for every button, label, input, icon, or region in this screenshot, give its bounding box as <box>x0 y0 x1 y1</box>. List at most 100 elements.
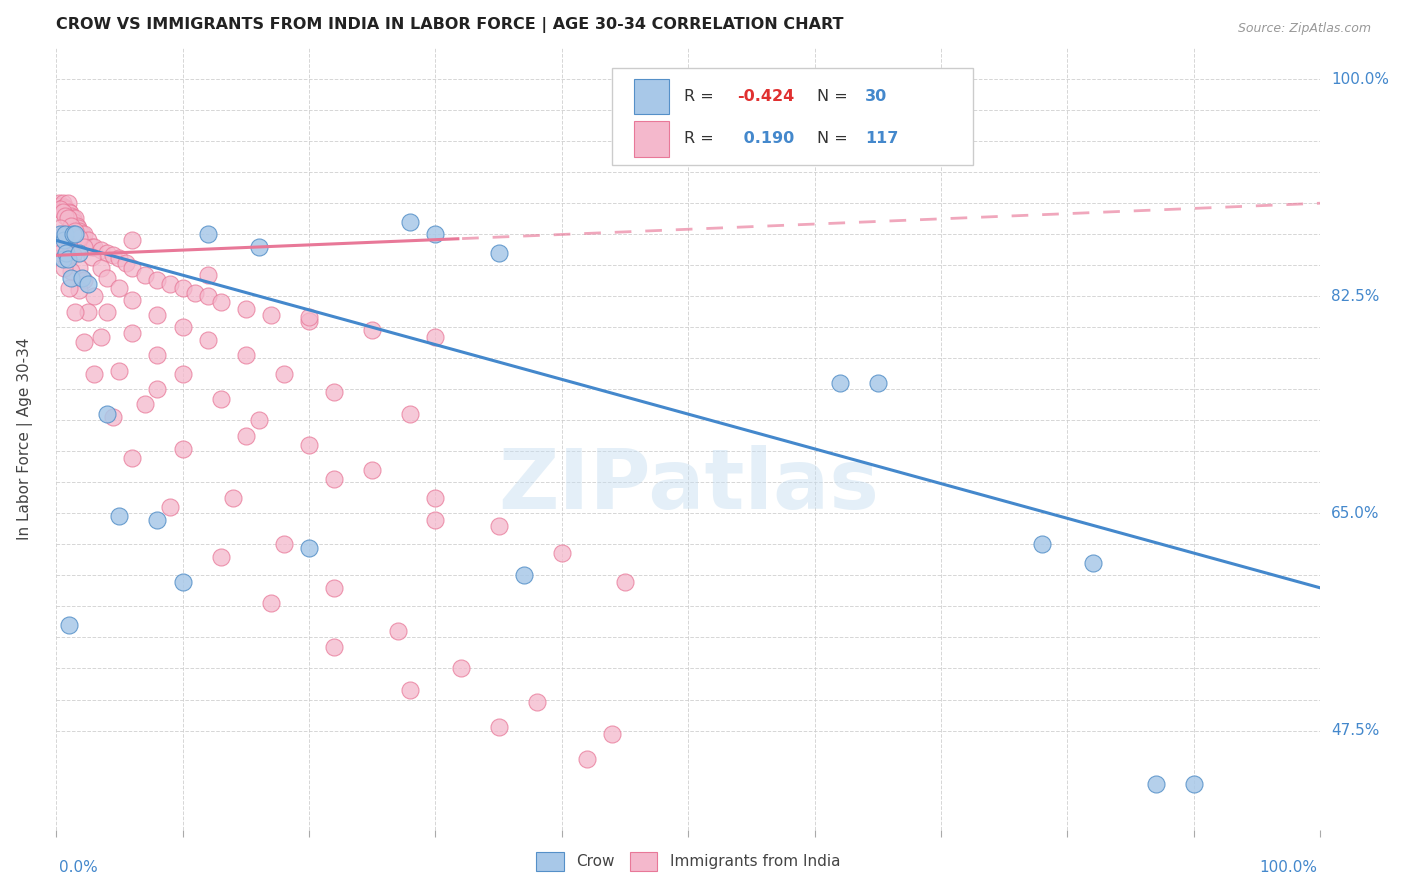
Point <box>273 537 295 551</box>
Point <box>55 202 77 217</box>
Point <box>58 239 80 253</box>
Point <box>55 245 77 260</box>
Text: 100.0%: 100.0% <box>1260 860 1317 875</box>
Point <box>55 234 77 248</box>
Point <box>58 205 80 219</box>
Point <box>235 348 257 362</box>
Point <box>1081 556 1104 570</box>
Text: 65.0%: 65.0% <box>1331 506 1379 521</box>
Point <box>235 429 257 443</box>
Text: N =: N = <box>817 89 853 104</box>
Point <box>298 310 321 325</box>
Point <box>60 270 83 285</box>
Point <box>828 376 851 390</box>
Point <box>52 234 75 248</box>
Point <box>614 574 637 589</box>
Point <box>172 442 194 456</box>
Point <box>488 518 510 533</box>
Point <box>60 209 83 223</box>
Point <box>89 330 111 344</box>
Point <box>159 500 181 515</box>
Text: 47.5%: 47.5% <box>1331 723 1379 738</box>
FancyBboxPatch shape <box>613 68 973 165</box>
Point <box>52 260 75 275</box>
Point <box>121 326 143 341</box>
Point <box>146 308 169 322</box>
Point <box>62 248 84 262</box>
Point <box>65 305 87 319</box>
Point <box>65 219 87 233</box>
Point <box>70 227 93 242</box>
Text: R =: R = <box>685 131 720 146</box>
Point <box>73 335 96 350</box>
Point <box>53 209 76 223</box>
Point <box>53 227 76 242</box>
Point <box>101 248 124 262</box>
Point <box>425 513 447 527</box>
Point <box>121 293 143 307</box>
Point <box>197 289 219 303</box>
Point <box>80 239 103 253</box>
Point <box>146 273 169 287</box>
Point <box>58 618 80 632</box>
Point <box>146 513 169 527</box>
Point <box>48 196 70 211</box>
Point <box>66 221 89 235</box>
Point <box>399 682 422 697</box>
Point <box>89 260 111 275</box>
Point <box>209 295 232 310</box>
Point <box>83 239 105 253</box>
Point <box>63 215 86 229</box>
Point <box>52 196 75 211</box>
Point <box>209 549 232 564</box>
Point <box>108 508 131 523</box>
Point <box>551 546 574 560</box>
Point <box>108 251 131 265</box>
Point <box>222 491 245 506</box>
Y-axis label: In Labor Force | Age 30-34: In Labor Force | Age 30-34 <box>17 338 32 541</box>
Point <box>172 574 194 589</box>
Point <box>65 223 87 237</box>
Point <box>298 314 321 328</box>
Point <box>197 227 219 242</box>
Point <box>96 407 118 421</box>
Point <box>65 227 87 242</box>
Point <box>399 215 422 229</box>
Point <box>526 695 548 709</box>
Point <box>260 596 283 610</box>
Point <box>602 727 624 741</box>
Point <box>247 413 270 427</box>
Point <box>576 752 599 766</box>
Point <box>159 277 181 291</box>
Point <box>73 227 96 242</box>
Point <box>60 219 83 233</box>
Point <box>172 368 194 382</box>
Point <box>56 211 79 225</box>
Point <box>67 223 90 237</box>
Point <box>323 581 346 595</box>
Point <box>235 301 257 316</box>
Text: 82.5%: 82.5% <box>1331 289 1379 304</box>
Point <box>51 202 73 217</box>
Point <box>51 235 73 250</box>
Point <box>121 234 143 248</box>
Point <box>121 260 143 275</box>
Point <box>52 252 75 266</box>
Point <box>273 368 295 382</box>
Point <box>425 491 447 506</box>
Point <box>56 196 79 211</box>
Point <box>49 202 72 217</box>
Legend: Crow, Immigrants from India: Crow, Immigrants from India <box>530 846 846 877</box>
Point <box>49 221 72 235</box>
Bar <box>634 79 669 114</box>
Text: -0.424: -0.424 <box>738 89 794 104</box>
Point <box>298 438 321 452</box>
Point <box>96 270 118 285</box>
Point <box>425 227 447 242</box>
Point <box>513 568 536 582</box>
Point <box>73 273 96 287</box>
Point <box>83 368 105 382</box>
Text: 117: 117 <box>865 131 898 146</box>
Point <box>52 205 75 219</box>
Point <box>121 450 143 465</box>
